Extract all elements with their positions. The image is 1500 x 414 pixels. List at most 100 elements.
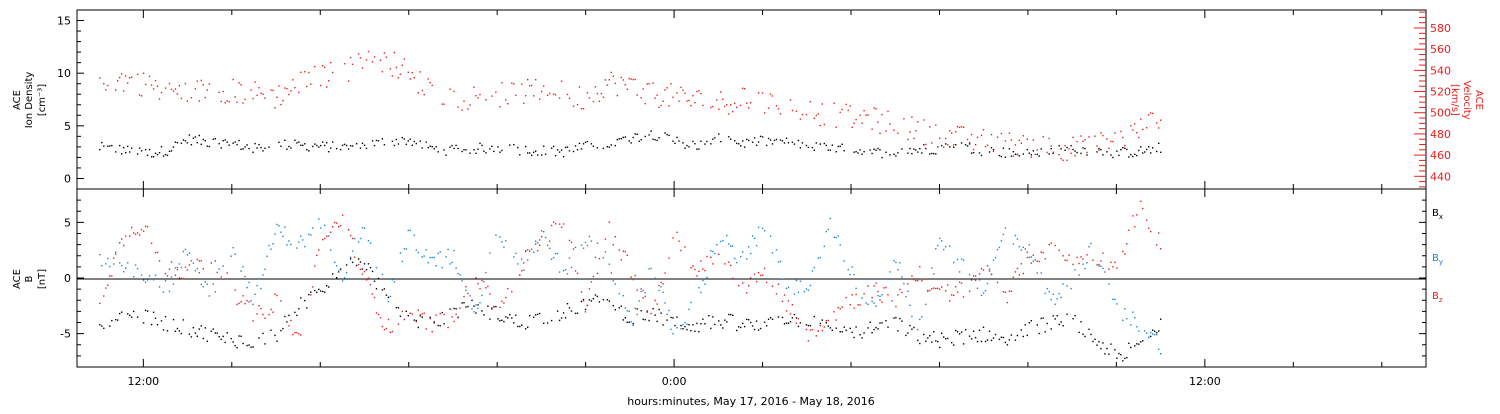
data-point: [970, 152, 973, 154]
data-point: [121, 264, 123, 267]
data-point: [228, 101, 230, 103]
data-point: [750, 102, 752, 104]
data-point: [652, 138, 654, 140]
data-point: [660, 286, 662, 288]
data-point: [684, 325, 686, 328]
data-point: [869, 149, 871, 151]
data-point: [851, 294, 853, 296]
data-point: [1020, 329, 1022, 331]
data-point: [349, 234, 352, 237]
data-point: [385, 56, 388, 58]
data-point: [336, 222, 338, 224]
data-point: [111, 319, 113, 322]
data-point: [835, 151, 837, 153]
data-point: [998, 154, 1001, 157]
data-point: [630, 321, 632, 323]
data-point: [268, 313, 270, 316]
data-point: [347, 148, 350, 150]
data-point: [1040, 317, 1042, 320]
data-point: [550, 147, 553, 149]
data-point: [708, 315, 710, 317]
data-point: [779, 113, 782, 115]
data-point: [178, 277, 181, 279]
data-point: [984, 340, 987, 343]
data-point: [232, 341, 234, 343]
data-point: [1106, 347, 1108, 350]
data-point: [1026, 148, 1028, 151]
data-point: [1008, 148, 1011, 150]
data-point: [111, 144, 113, 147]
data-point: [682, 328, 684, 330]
data-point: [1094, 338, 1096, 340]
data-point: [628, 77, 630, 80]
data-point: [935, 287, 937, 290]
data-point: [748, 285, 750, 287]
data-point: [710, 256, 712, 258]
data-point: [1150, 112, 1152, 114]
data-point: [584, 241, 587, 244]
data-point: [753, 137, 756, 139]
data-point: [477, 97, 479, 99]
data-point: [895, 261, 897, 264]
data-point: [799, 322, 802, 324]
data-point: [755, 245, 758, 247]
data-point: [604, 79, 607, 81]
data-point: [1146, 219, 1148, 221]
data-point: [612, 280, 614, 282]
data-point: [1156, 331, 1158, 334]
data-point: [580, 107, 583, 110]
data-point: [809, 325, 812, 327]
data-point: [809, 329, 812, 331]
data-point: [286, 88, 288, 90]
data-point: [825, 230, 827, 233]
data-point: [724, 263, 726, 265]
data-point: [194, 136, 197, 138]
data-point: [511, 317, 513, 319]
data-point: [915, 149, 917, 151]
data-point: [702, 104, 704, 107]
data-point: [913, 278, 915, 281]
data-point: [389, 331, 392, 333]
data-point: [441, 266, 443, 269]
data-point: [274, 334, 276, 337]
data-point: [1150, 152, 1152, 154]
data-point: [907, 152, 909, 154]
data-point: [634, 274, 636, 277]
data-point: [1086, 154, 1088, 156]
data-point: [373, 296, 376, 299]
data-point: [471, 299, 473, 302]
data-point: [1036, 149, 1038, 151]
data-point: [953, 146, 955, 148]
data-point: [785, 322, 788, 324]
data-point: [1080, 135, 1082, 137]
data-point: [911, 275, 913, 277]
data-point: [797, 291, 800, 293]
data-point: [178, 330, 181, 332]
data-point: [899, 262, 901, 264]
data-point: [819, 143, 821, 145]
data-point: [341, 144, 344, 146]
data-point: [258, 305, 260, 307]
data-point: [443, 313, 445, 316]
data-point: [1012, 151, 1015, 153]
data-point: [576, 149, 579, 151]
data-point: [206, 340, 208, 342]
data-point: [960, 142, 963, 144]
data-point: [901, 276, 903, 278]
data-point: [907, 290, 909, 292]
data-point: [485, 152, 487, 154]
data-point: [656, 139, 658, 142]
data-point: [859, 149, 861, 151]
data-point: [1066, 146, 1068, 149]
data-point: [748, 319, 750, 321]
data-point: [1036, 272, 1038, 274]
data-point: [877, 147, 879, 150]
data-point: [662, 100, 664, 102]
data-point: [351, 63, 354, 65]
data-point: [133, 276, 135, 278]
data-point: [1060, 157, 1062, 160]
data-point: [1112, 156, 1114, 159]
top-right-ylabel-line2: Velocity: [1461, 80, 1472, 119]
data-point: [441, 311, 443, 314]
data-point: [686, 323, 688, 325]
